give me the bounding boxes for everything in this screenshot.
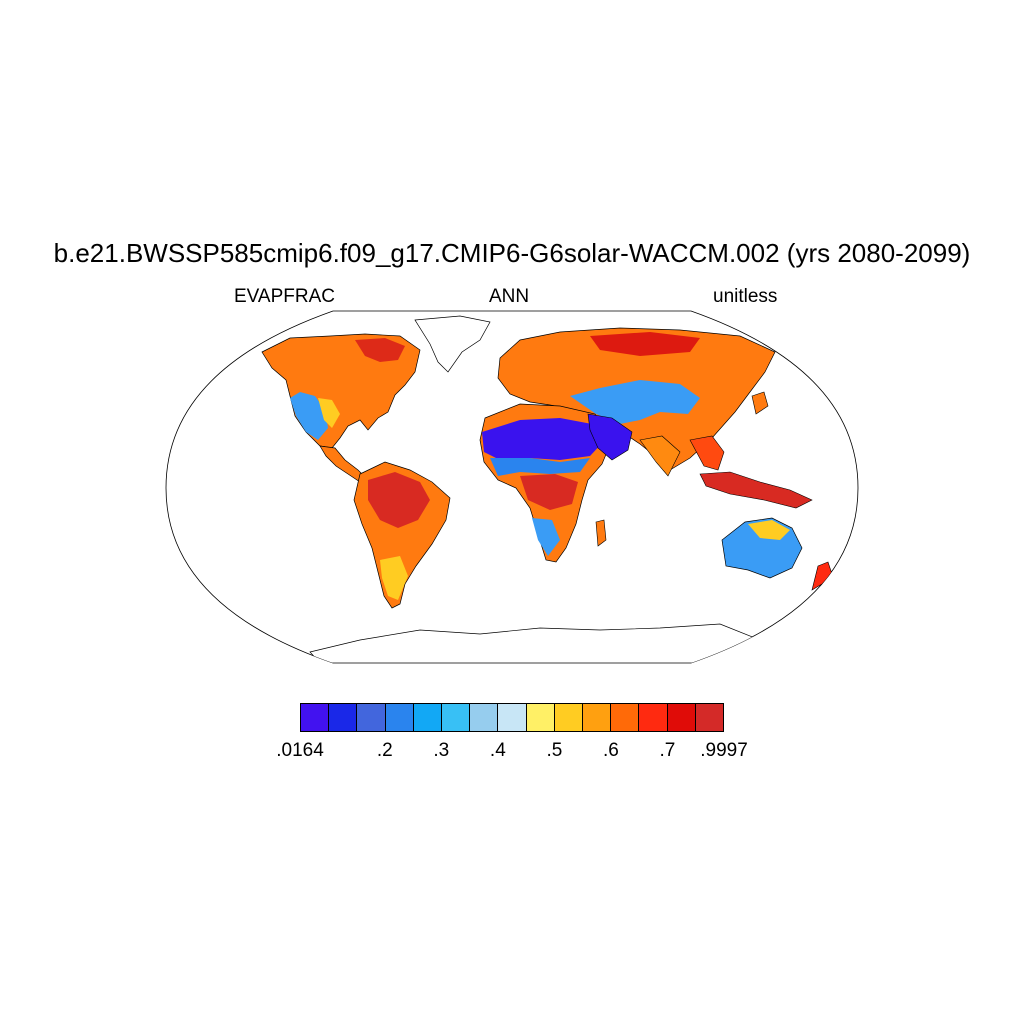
colorbar-box-9 [554,704,584,731]
colorbar-label: .9997 [700,740,748,761]
australia-north [748,520,790,540]
colorbar-box-14 [695,704,724,731]
siberia-north [590,332,700,356]
south-america-south [380,556,408,600]
colorbar-label: .4 [489,740,506,761]
sahel-transition [490,458,590,476]
colorbar-box-3 [385,704,414,731]
colorbar-label: .3 [433,740,450,761]
antarctica [309,623,761,663]
season-label: ANN [489,286,530,307]
madagascar [595,519,607,547]
variable-label: EVAPFRAC [234,286,336,307]
colorbar-label: .0164 [276,740,324,761]
colorbar-label: .5 [546,740,563,761]
colorbar-box-5 [442,704,471,731]
arabia [587,413,633,461]
southeast-asia [689,435,725,471]
colorbar-box-4 [413,704,443,731]
colorbar-box-10 [583,704,612,731]
colorbar-label: .7 [659,740,676,761]
colorbar-label: .6 [602,740,619,761]
canada-north [355,338,405,362]
maritime-continent [699,471,813,509]
colorbar-box-6 [470,704,499,731]
japan [751,391,769,415]
plot-title: b.e21.BWSSP585cmip6.f09_g17.CMIP6-G6sola… [53,238,971,268]
colorbar-box-11 [611,704,640,731]
colorbar-box-8 [526,704,555,731]
colorbar-box-12 [639,704,668,731]
colorbar-label: .2 [376,740,393,761]
colorbar-box-2 [357,704,386,731]
north-america-west-dry [290,392,328,440]
units-label: unitless [713,286,778,307]
colorbar-box-0 [301,704,330,731]
colorbar-box-13 [667,704,696,731]
sahara [482,418,605,460]
north-america-plains [318,398,340,428]
colorbar [300,703,724,732]
amazon [368,472,430,528]
colorbar-box-1 [329,704,358,731]
colorbar-box-7 [498,704,527,731]
central-asia-dry [570,380,700,424]
greenland [414,315,491,373]
central-africa [520,474,578,510]
india [639,435,681,477]
southern-africa-dry [532,518,560,556]
